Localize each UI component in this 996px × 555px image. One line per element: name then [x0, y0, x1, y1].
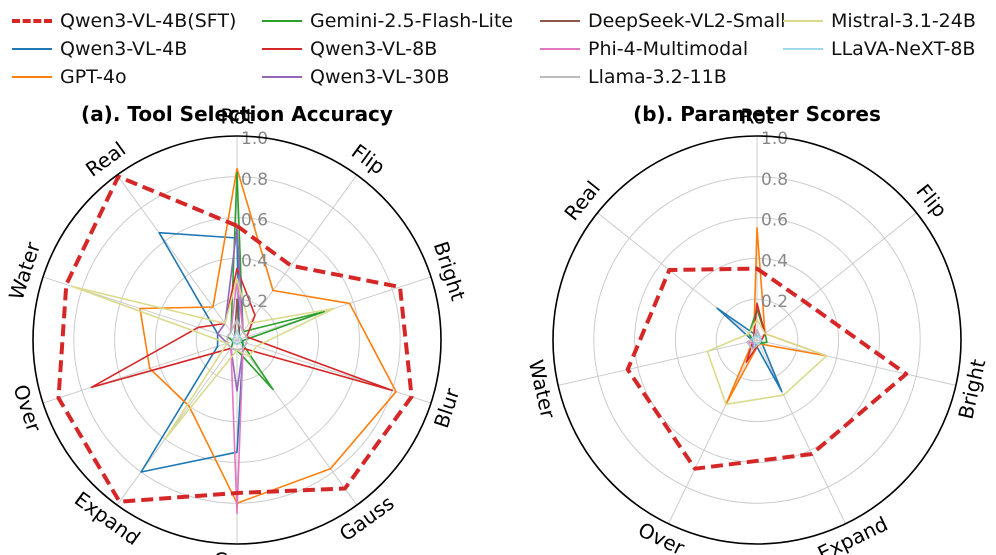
grid-spoke [597, 212, 758, 341]
axis-label: Rot [220, 105, 253, 129]
legend-swatch [540, 48, 580, 50]
series-line [139, 167, 397, 505]
legend-label: Gemini-2.5-Flash-Lite [310, 10, 514, 32]
legend-swatch [262, 48, 302, 50]
radar-chart-tool-selection: (a). Tool Selection Accuracy 0.2 0.4 0.6 0.… [4, 102, 470, 555]
grid-spoke [236, 339, 432, 404]
radial-tick-label: 0.8 [761, 170, 788, 190]
radial-tick-label: 0.2 [241, 292, 268, 312]
axis-label: Over [8, 382, 46, 436]
series-line [232, 328, 242, 345]
series-line [56, 174, 414, 504]
grid-spoke [756, 339, 956, 386]
radar-grid [32, 135, 442, 545]
grid-spoke [756, 212, 917, 341]
legend-label: Phi-4-Multimodal [588, 38, 749, 60]
series-line [752, 335, 762, 345]
legend-label: Qwen3-VL-8B [310, 38, 438, 60]
grid-spoke [236, 339, 358, 506]
legend-label: GPT-4o [60, 66, 127, 88]
legend-swatch [783, 48, 823, 50]
legend-item: Qwen3-VL-4B(SFT) [12, 7, 236, 35]
grid-spoke [756, 339, 846, 525]
legend-swatch [262, 76, 302, 78]
radial-tick-label: 0.2 [761, 292, 788, 312]
axis-label: Real [559, 176, 605, 225]
grid-spoke [668, 339, 758, 525]
radial-tick-label: 0.4 [241, 251, 268, 271]
axis-label: Flip [911, 179, 952, 222]
legend-label: Qwen3-VL-30B [310, 66, 450, 88]
legend-swatch [12, 48, 52, 50]
radar-grid [552, 135, 962, 545]
legend-swatch [783, 20, 823, 22]
radar-frame [32, 135, 442, 545]
legend-item: DeepSeek-VL2-Small [540, 7, 786, 35]
legend-item: Qwen3-VL-30B [262, 63, 449, 91]
axis-label: Crop [214, 549, 261, 555]
radial-tick-label: 1.0 [761, 129, 788, 149]
radar-frame [552, 135, 962, 545]
axis-label: Over [634, 517, 688, 555]
legend-item: Mistral-3.1-24B [783, 7, 976, 35]
legend-label: Qwen3-VL-4B [60, 38, 188, 60]
radial-tick-label: 1.0 [241, 129, 268, 149]
radial-tick-label: 0.4 [761, 251, 788, 271]
axis-label: Gauss [335, 491, 399, 546]
axis-label: Rot [740, 105, 773, 129]
legend-label: Qwen3-VL-4B(SFT) [60, 10, 237, 32]
grid-spoke [558, 339, 758, 386]
series-line [71, 277, 335, 440]
grid-spoke [116, 339, 238, 506]
legend: Qwen3-VL-4B(SFT) Qwen3-VL-4B GPT-4o Gemini-… [0, 0, 996, 100]
radial-tick-label: 0.8 [241, 170, 268, 190]
grid-spoke [116, 174, 238, 341]
radar-chart-parameter-scores: (b). Parameter Scores 0.2 0.4 0.6 0.8 1.0Rot… [524, 102, 991, 555]
series-line [706, 318, 828, 406]
series-line [625, 266, 909, 471]
axis-label: Real [81, 137, 130, 182]
legend-label: Mistral-3.1-24B [831, 10, 976, 32]
legend-label: Llama-3.2-11B [588, 66, 727, 88]
legend-item: Gemini-2.5-Flash-Lite [262, 7, 513, 35]
legend-item: Llama-3.2-11B [540, 63, 727, 91]
grid-spoke [42, 339, 238, 404]
legend-swatch [12, 76, 52, 78]
axis-label: Expand [70, 487, 145, 550]
series-group [56, 167, 414, 515]
legend-item: GPT-4o [12, 63, 127, 91]
legend-swatch [540, 20, 580, 22]
chart-title: (b). Parameter Scores [633, 102, 881, 126]
radial-tick-label: 0.6 [241, 211, 268, 231]
grid-spoke [236, 174, 358, 341]
legend-label: DeepSeek-VL2-Small [588, 10, 786, 32]
legend-swatch [12, 19, 52, 23]
legend-swatch [262, 20, 302, 22]
series-group [625, 227, 909, 471]
legend-item: LLaVA-NeXT-8B [783, 35, 975, 63]
legend-item: Qwen3-VL-4B [12, 35, 187, 63]
legend-item: Phi-4-Multimodal [540, 35, 748, 63]
axis-label: Expand [814, 512, 892, 555]
legend-swatch [540, 76, 580, 78]
legend-item: Qwen3-VL-8B [262, 35, 437, 63]
legend-label: LLaVA-NeXT-8B [831, 38, 976, 60]
chart-title: (a). Tool Selection Accuracy [81, 102, 393, 126]
radial-tick-label: 0.6 [761, 211, 788, 231]
